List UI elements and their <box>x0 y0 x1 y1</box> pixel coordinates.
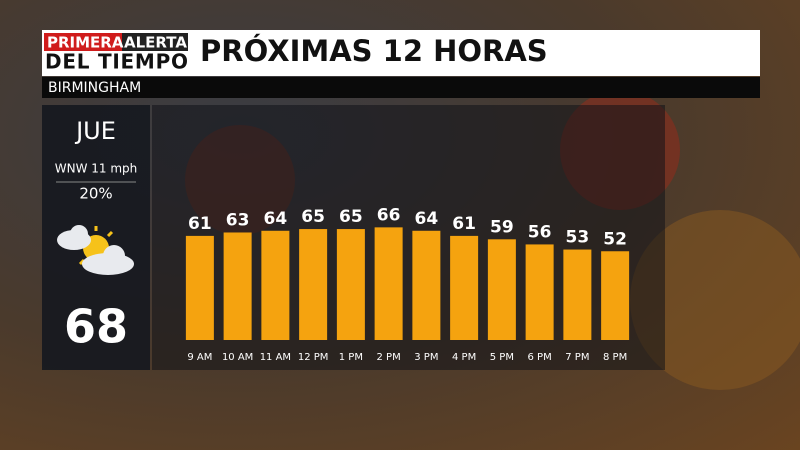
x-tick-label: 12 PM <box>298 352 329 363</box>
x-tick-label: 7 PM <box>565 352 589 363</box>
value-label: 65 <box>301 207 325 227</box>
value-label: 66 <box>377 205 401 225</box>
bar <box>563 249 592 340</box>
x-tick-label: 5 PM <box>490 352 514 363</box>
background-blur <box>630 210 800 390</box>
value-label: 65 <box>339 207 363 227</box>
brand-badge <box>44 33 122 51</box>
bar <box>223 232 252 340</box>
wind: WNW 11 mph <box>55 162 138 176</box>
location-bar <box>42 77 760 98</box>
bar <box>374 227 403 340</box>
x-tick-label: 3 PM <box>414 352 438 363</box>
value-label: 64 <box>415 209 439 229</box>
value-label: 61 <box>188 214 212 234</box>
brand-badge <box>122 33 188 51</box>
x-tick-label: 2 PM <box>377 352 401 363</box>
bar <box>412 230 441 340</box>
location: BIRMINGHAM <box>48 80 141 96</box>
brand-text: DEL TIEMPO <box>45 50 188 74</box>
value-label: 61 <box>452 214 476 234</box>
x-tick-label: 9 AM <box>187 352 212 363</box>
bar <box>601 251 630 340</box>
weather-icon <box>57 225 134 275</box>
bar <box>525 244 554 340</box>
bar <box>336 229 365 340</box>
value-label: 59 <box>490 217 514 237</box>
value-label: 63 <box>226 210 250 230</box>
bar <box>261 230 290 340</box>
chart-title: PRÓXIMAS 12 HORAS <box>200 34 548 68</box>
bar <box>450 235 479 340</box>
bar <box>487 239 516 340</box>
x-tick-label: 6 PM <box>528 352 552 363</box>
x-tick-label: 10 AM <box>222 352 253 363</box>
brand-text: ALERTA <box>124 34 187 52</box>
x-tick-label: 4 PM <box>452 352 476 363</box>
bar <box>185 235 214 340</box>
x-tick-label: 11 AM <box>260 352 291 363</box>
value-label: 64 <box>264 209 288 229</box>
bar <box>299 229 328 340</box>
value-label: 52 <box>603 229 627 249</box>
high-temp: 68 <box>64 300 128 354</box>
precip: 20% <box>79 185 112 203</box>
value-label: 53 <box>566 228 590 248</box>
x-tick-label: 8 PM <box>603 352 627 363</box>
x-tick-label: 1 PM <box>339 352 363 363</box>
day: JUE <box>74 117 116 145</box>
brand-text: PRIMERA <box>47 34 124 52</box>
value-label: 56 <box>528 222 552 242</box>
